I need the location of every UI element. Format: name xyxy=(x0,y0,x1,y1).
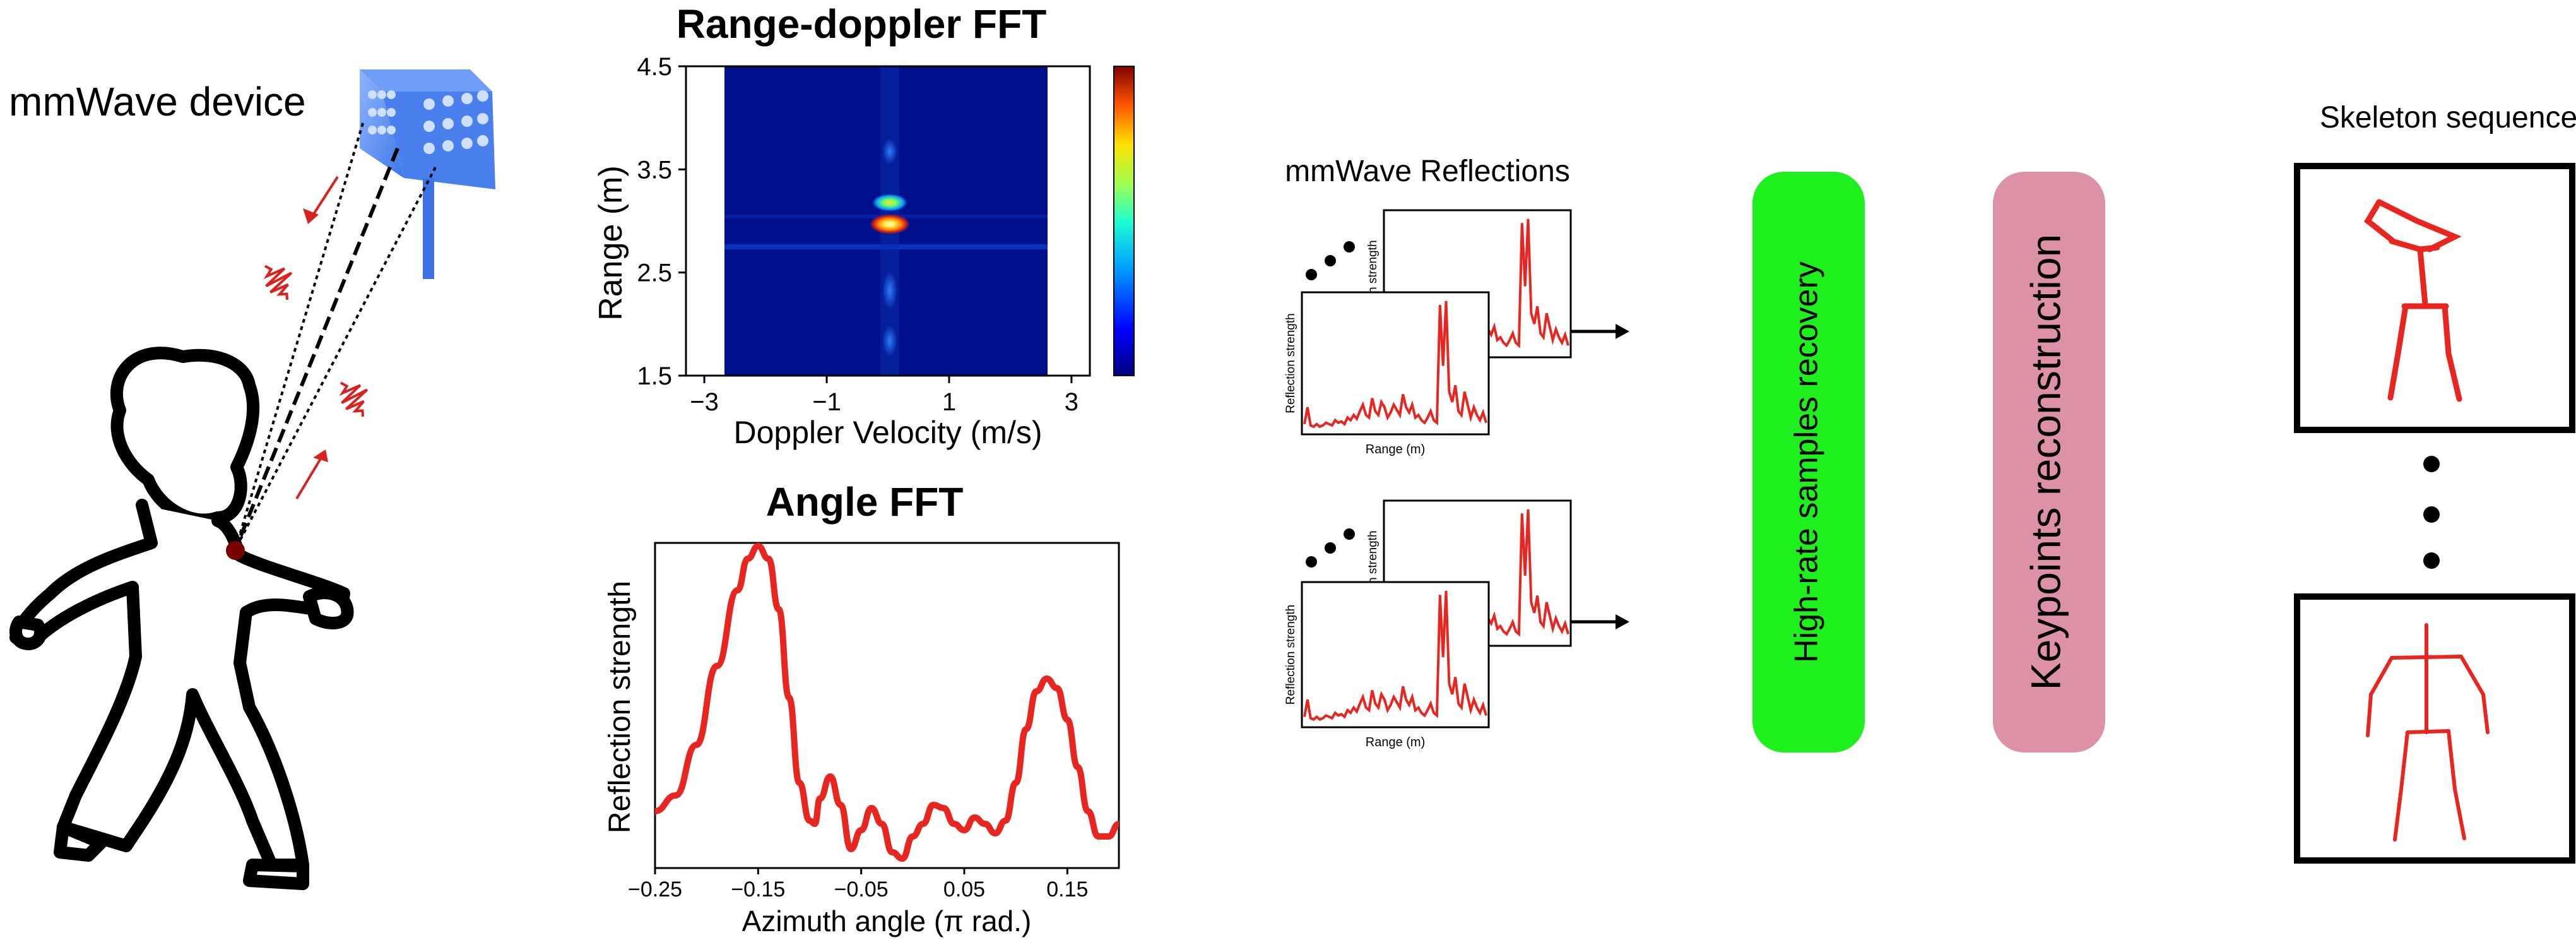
angle-plot-frame xyxy=(654,542,1120,869)
sensor-point xyxy=(226,541,245,560)
reconstruction-box xyxy=(1993,172,2105,753)
skeleton-figure xyxy=(2366,623,2490,842)
rd-xlabel: Doppler Velocity (m/s) xyxy=(733,415,1042,450)
recovery-label: High-rate samples recovery xyxy=(1788,261,1825,663)
rd-xtick-label: −3 xyxy=(690,388,719,416)
angle-title: Angle FFT xyxy=(766,479,964,525)
angle-ylabel: Reflection strength xyxy=(603,581,637,833)
mmwave-device-icon xyxy=(360,69,495,279)
stack-ellipsis-dot xyxy=(1344,241,1355,253)
stack-ellipsis-dot xyxy=(1325,255,1336,266)
reflections-title: mmWave Reflections xyxy=(1285,155,1570,188)
angle-xtick-label: −0.05 xyxy=(834,878,889,901)
heatmap-hotspot xyxy=(872,194,907,211)
rd-axis-ticks: −3 −1 1 3 4.5 3.5 2.5 1.5 xyxy=(637,53,1078,416)
angle-xtick-label: 0.15 xyxy=(1046,878,1088,901)
reflection-series-line xyxy=(1303,300,1487,429)
angle-xtick-label: −0.15 xyxy=(731,878,785,901)
reconstruction-label: Keypoints reconstruction xyxy=(2022,234,2069,691)
rd-ytick-label: 4.5 xyxy=(637,53,672,81)
reflection-ylabel: Reflection strength xyxy=(1284,605,1297,705)
device-label: mmWave device xyxy=(9,79,306,124)
heatmap-hotspot xyxy=(870,214,910,234)
skeleton-figure xyxy=(2364,199,2462,402)
angle-chart: −0.25 −0.15 −0.05 0.05 0.15 xyxy=(628,543,1120,901)
angle-xtick-label: 0.05 xyxy=(943,878,985,901)
rd-ytick-label: 1.5 xyxy=(637,362,672,390)
signal-beams xyxy=(233,122,437,550)
rd-xtick-label: 3 xyxy=(1065,388,1078,416)
skeleton-frame xyxy=(2294,593,2575,864)
range-doppler-heatmap xyxy=(685,65,1135,377)
angle-series-line xyxy=(654,543,1120,862)
reflection-ylabel: on strength xyxy=(1366,240,1380,300)
stack-arrow-head xyxy=(1616,324,1629,339)
reflection-series-line xyxy=(1303,590,1487,722)
reflection-xlabel: Range (m) xyxy=(1366,443,1425,456)
rd-title: Range-doppler FFT xyxy=(676,1,1047,47)
rd-ytick-label: 2.5 xyxy=(637,259,672,287)
stack-ellipsis-dot xyxy=(1344,528,1355,540)
reflection-ylabel: Reflection strength xyxy=(1284,313,1297,413)
rd-ytick-label: 3.5 xyxy=(637,156,672,184)
stack-ellipsis-dot xyxy=(1306,556,1317,568)
recovery-box xyxy=(1752,172,1865,753)
angle-xlabel: Azimuth angle (π rad.) xyxy=(742,905,1032,937)
rd-ylabel: Range (m) xyxy=(593,165,629,321)
reflection-xlabel: Range (m) xyxy=(1366,735,1425,749)
walking-person-icon xyxy=(9,347,354,890)
heatmap-colorbar xyxy=(1113,66,1135,376)
skeleton-frame xyxy=(2294,163,2575,433)
stack-arrow-head xyxy=(1616,614,1629,629)
sequence-ellipsis-icon xyxy=(2423,456,2440,569)
rd-xtick-label: 1 xyxy=(942,388,956,416)
angle-xtick-label: −0.25 xyxy=(628,878,682,901)
skeleton-title: Skeleton sequence xyxy=(2320,101,2576,134)
rd-xtick-label: −1 xyxy=(812,388,841,416)
stack-ellipsis-dot xyxy=(1306,269,1317,280)
stack-ellipsis-dot xyxy=(1325,542,1336,554)
reflection-ylabel: on strength xyxy=(1366,530,1380,590)
reflected-wave-icons xyxy=(263,176,369,500)
